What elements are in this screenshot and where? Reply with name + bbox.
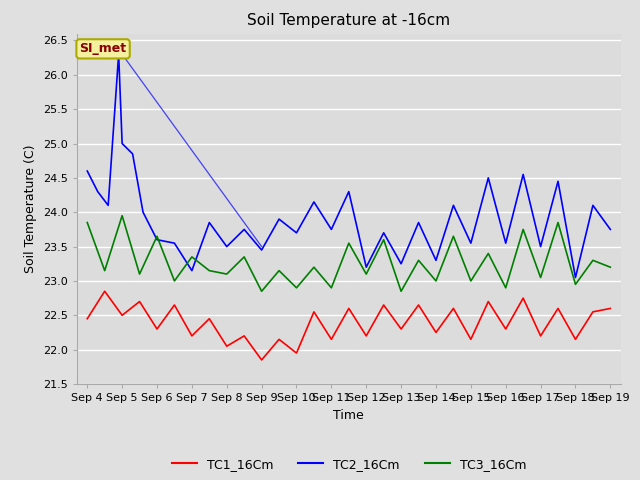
- X-axis label: Time: Time: [333, 408, 364, 421]
- Title: Soil Temperature at -16cm: Soil Temperature at -16cm: [247, 13, 451, 28]
- Legend: TC1_16Cm, TC2_16Cm, TC3_16Cm: TC1_16Cm, TC2_16Cm, TC3_16Cm: [166, 453, 531, 476]
- Y-axis label: Soil Temperature (C): Soil Temperature (C): [24, 144, 37, 273]
- Text: SI_met: SI_met: [79, 42, 127, 55]
